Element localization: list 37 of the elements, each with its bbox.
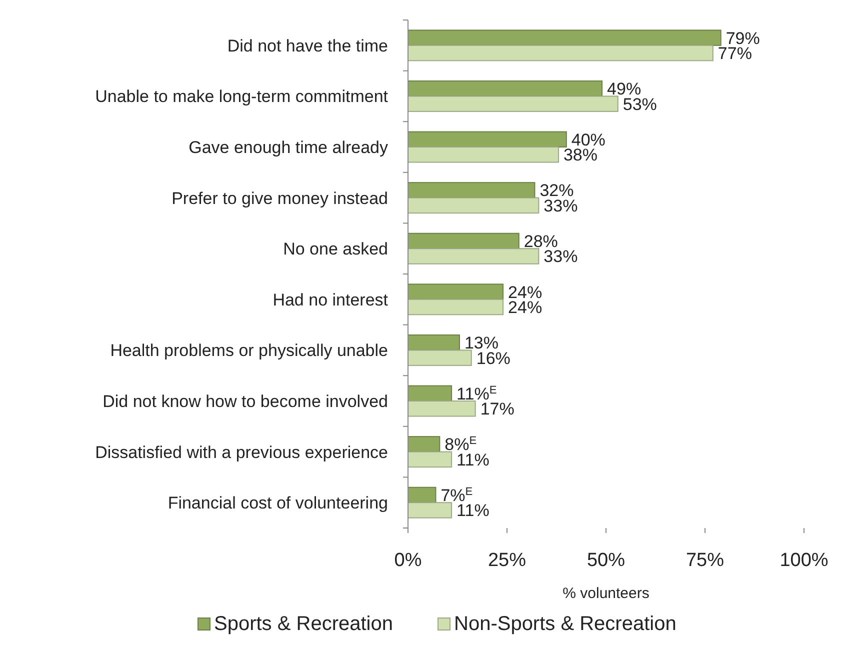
bar	[408, 284, 504, 300]
y-tick-label: Dissatisfied with a previous experience	[95, 442, 388, 462]
bar	[408, 131, 567, 148]
y-tick-label: Had no interest	[272, 290, 388, 310]
y-tick-label: Financial cost of volunteering	[168, 494, 388, 513]
bar	[408, 334, 460, 351]
y-tick-label: Did not know how to become involved	[102, 392, 388, 411]
bar	[408, 197, 540, 214]
x-axis-title: % volunteers	[562, 585, 650, 602]
bar	[408, 232, 520, 250]
y-tick-label: No one asked	[283, 240, 388, 259]
bar	[408, 80, 603, 97]
y-tick-label: Did not have the time	[227, 36, 388, 56]
x-tick-label: 25%	[488, 550, 526, 571]
bar	[408, 298, 504, 316]
bar	[408, 451, 452, 468]
x-tick-label: 50%	[586, 550, 626, 571]
bar	[408, 502, 452, 518]
bar	[408, 44, 714, 62]
y-tick-label: Health problems or physically unable	[110, 341, 388, 360]
bar	[408, 182, 536, 198]
bar	[408, 30, 722, 46]
bar	[408, 436, 440, 452]
y-tick-label: Unable to make long-term commitment	[95, 87, 388, 106]
bar	[408, 350, 472, 366]
x-tick-label: 0%	[394, 550, 422, 571]
bar	[408, 146, 559, 163]
y-tick-label: Prefer to give money instead	[172, 188, 388, 208]
y-tick-label: Gave enough time already	[188, 138, 388, 157]
bar	[408, 96, 618, 112]
bar	[408, 385, 452, 402]
x-tick-label: 100%	[780, 550, 828, 571]
bar	[408, 400, 476, 417]
legend-label: Sports & Recreation	[214, 613, 393, 635]
bar	[408, 248, 540, 264]
x-tick-label: 75%	[686, 550, 724, 571]
legend-label: Non-Sports & Recreation	[454, 613, 676, 635]
